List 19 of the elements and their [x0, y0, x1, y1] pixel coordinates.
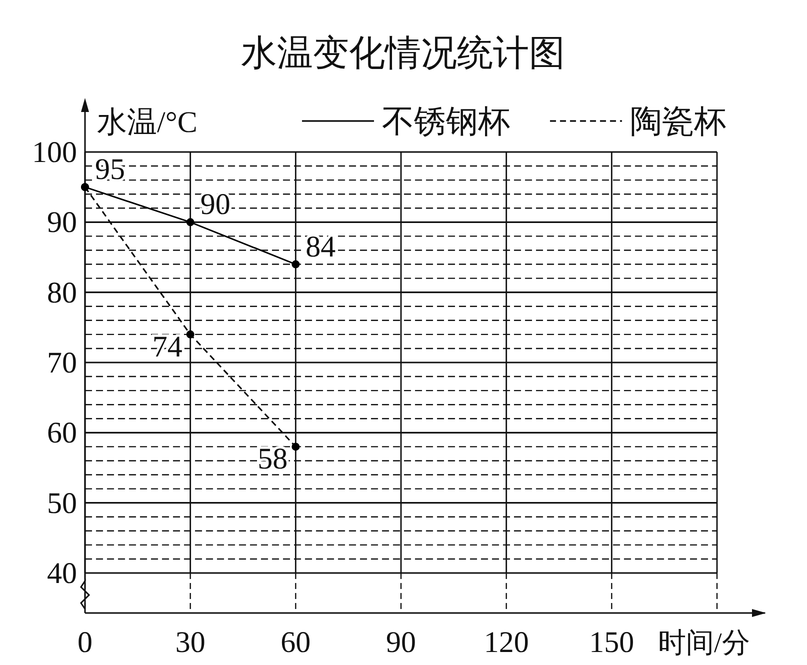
- y-tick: 40: [47, 557, 77, 590]
- x-tick: 60: [280, 626, 311, 659]
- y-tick: 100: [32, 136, 77, 169]
- y-tick: 90: [47, 206, 77, 240]
- y-tick: 50: [47, 486, 77, 520]
- x-tick: 150: [589, 626, 634, 659]
- xlabel: 时间/分: [658, 628, 750, 659]
- y-tick: 80: [47, 276, 77, 310]
- y-tick: 70: [47, 346, 77, 380]
- x-tick: 90: [386, 626, 416, 659]
- legend-label: 陶瓷杯: [630, 103, 726, 139]
- title: 水温变化情况统计图: [241, 33, 565, 73]
- data-label: 90: [200, 188, 230, 222]
- x-tick: 30: [175, 626, 206, 659]
- x-tick: 0: [78, 626, 92, 659]
- y-tick: 60: [47, 416, 77, 450]
- legend-label: 不锈钢杯: [382, 103, 510, 139]
- x-tick: 120: [484, 626, 529, 659]
- ylabel: 水温/°C: [97, 106, 198, 139]
